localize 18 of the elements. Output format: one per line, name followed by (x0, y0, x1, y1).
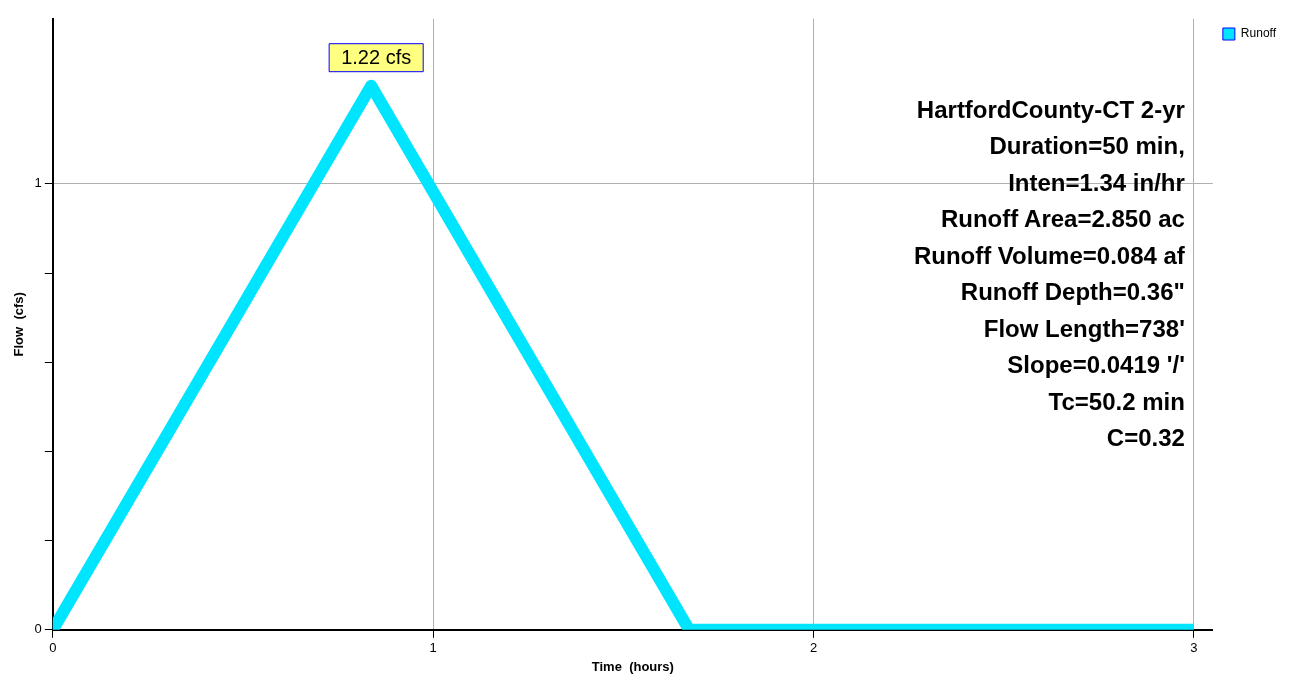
x-tick-label: 3 (1190, 640, 1198, 656)
x-axis-title: Time (hours) (591, 658, 674, 674)
annotation: Runoff Area=2.850 ac (940, 205, 1185, 233)
x-tick-label: 1 (429, 640, 437, 656)
annotation: 1.22 cfs (341, 46, 412, 69)
annotation: C=0.32 (1106, 424, 1185, 452)
legend-label: Runoff (1240, 26, 1277, 41)
annotation: Flow Length=738' (983, 314, 1185, 342)
x-tick-label: 0 (49, 640, 57, 656)
y-axis-title: Flow (cfs) (11, 292, 27, 357)
annotation: Runoff Volume=0.084 af (913, 241, 1186, 269)
annotation: Slope=0.0419 '/' (1007, 351, 1185, 379)
annotation: Inten=1.34 in/hr (1008, 168, 1185, 196)
annotation: Duration=50 min, (989, 132, 1185, 160)
annotation: Runoff Depth=0.36" (960, 278, 1185, 306)
annotation: HartfordCounty-CT 2-yr (916, 95, 1185, 123)
annotation: Tc=50.2 min (1048, 387, 1185, 415)
x-tick-label: 2 (809, 640, 818, 656)
